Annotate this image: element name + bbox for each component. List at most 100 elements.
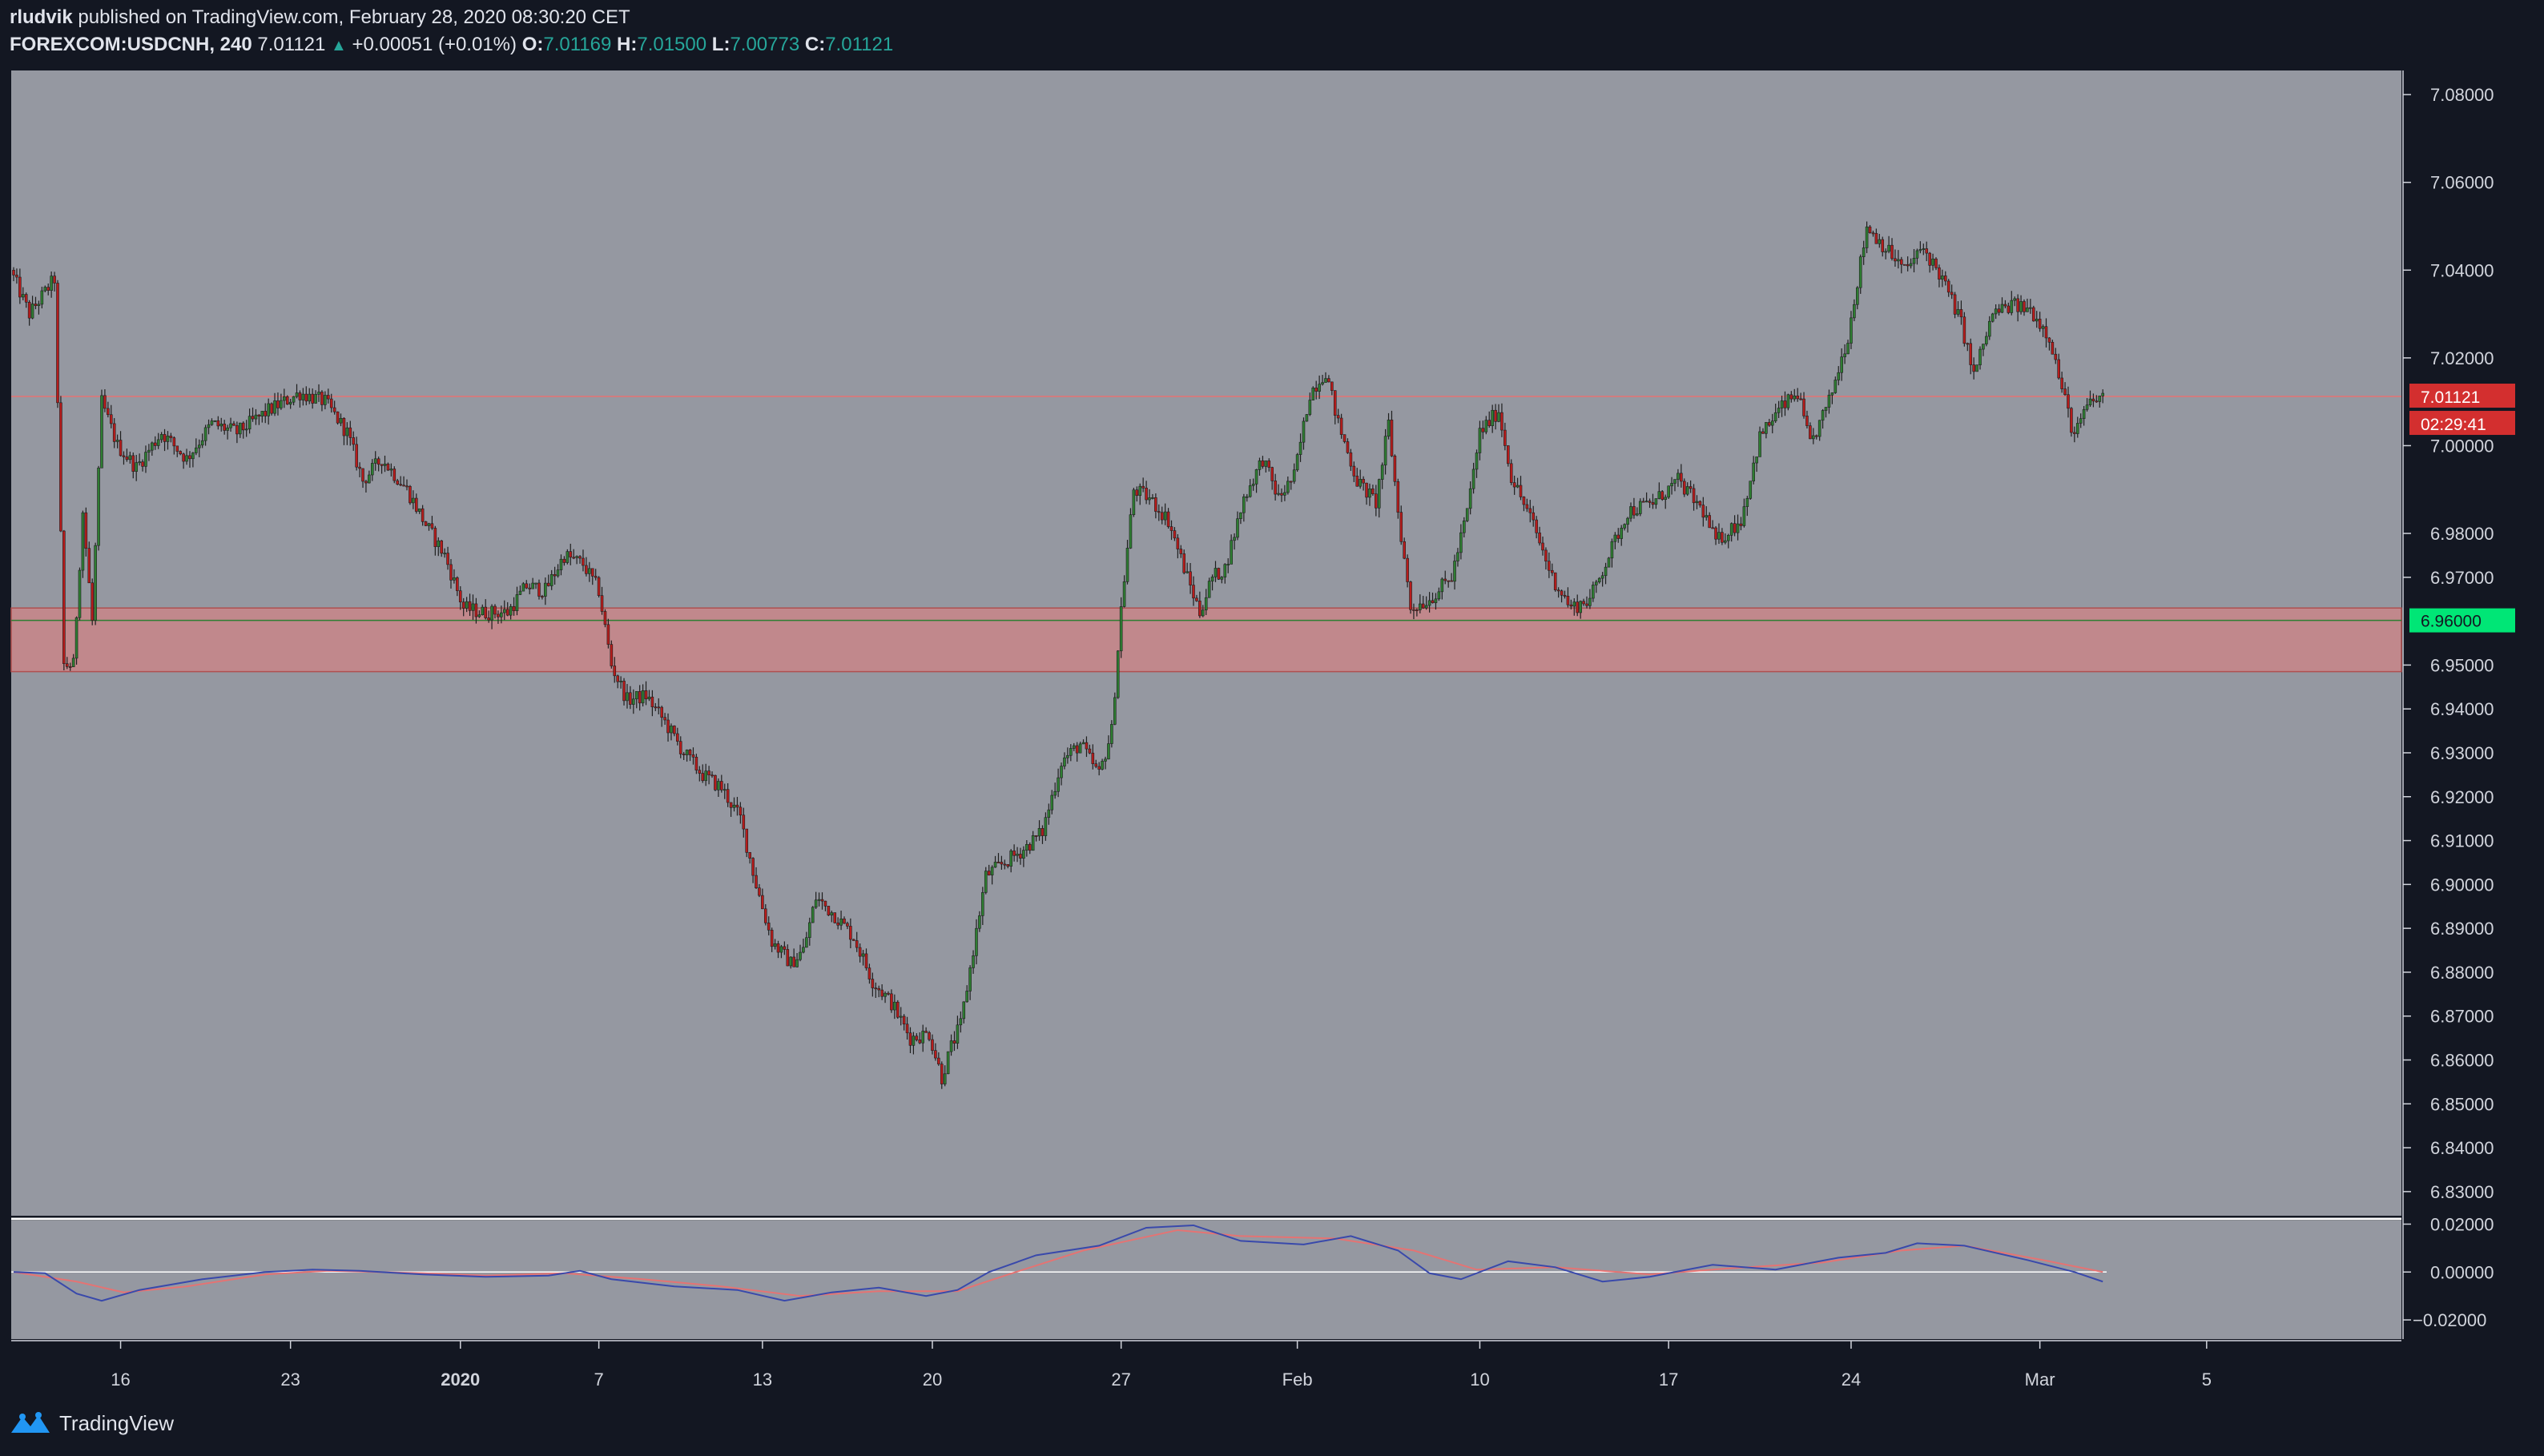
candle-body (2101, 392, 2104, 396)
candle-body (1632, 506, 1636, 516)
candle (726, 782, 730, 807)
candle (12, 267, 15, 282)
candle (235, 421, 239, 444)
candle-body (1588, 597, 1592, 606)
candle (1050, 790, 1054, 814)
y-tick-label: 6.97000 (2430, 568, 2494, 588)
candle-body (465, 601, 469, 609)
candle-body (1548, 561, 1551, 571)
candle-body (405, 485, 409, 488)
candle-body (719, 781, 723, 790)
candle (566, 549, 570, 565)
candle-body (1928, 252, 1931, 266)
candle-body (1406, 557, 1409, 582)
candle-body (1248, 485, 1252, 497)
candle (2091, 393, 2095, 408)
candle-body (867, 967, 871, 979)
candle-body (1729, 523, 1733, 536)
candle (644, 681, 648, 706)
candle (437, 537, 441, 557)
candle-body (481, 606, 485, 616)
candle (1969, 338, 1973, 375)
candle (276, 392, 280, 416)
candle-body (1113, 697, 1117, 725)
author-name[interactable]: rludvik (10, 6, 73, 28)
current-price-tag (2409, 384, 2515, 408)
candle-body (610, 644, 614, 666)
candle (81, 510, 85, 578)
candle-body (207, 424, 211, 428)
candle (34, 296, 38, 310)
candle (502, 600, 506, 621)
indicator-pane[interactable] (11, 1221, 2401, 1339)
candle (934, 1043, 937, 1061)
candle-body (1201, 609, 1205, 617)
candle (789, 956, 793, 969)
candle-body (559, 558, 563, 570)
candle (509, 604, 513, 620)
candle (2070, 407, 2073, 437)
candle-body (1701, 505, 1705, 518)
symbol-label[interactable]: FOREXCOM:USDCNH, 240 (10, 34, 252, 55)
candle-body (128, 455, 132, 461)
candle-body (1604, 566, 1608, 577)
candle (755, 867, 758, 889)
candle-body (572, 557, 575, 559)
candle (477, 610, 481, 618)
candle (1853, 299, 1856, 322)
candle (1560, 589, 1564, 603)
candle (1383, 428, 1387, 475)
candle (1295, 452, 1299, 473)
candle (1214, 561, 1218, 582)
x-tick-label: 17 (1659, 1370, 1678, 1390)
candle (2051, 340, 2055, 355)
candle (1069, 744, 1073, 762)
candle (1765, 422, 1768, 439)
candle-body (1607, 557, 1611, 568)
candle-body (1613, 534, 1617, 542)
candle (1207, 577, 1211, 598)
candle-body (248, 416, 252, 430)
candle-body (1182, 553, 1186, 573)
indicator-lines (11, 1224, 2107, 1302)
candle-body (1390, 420, 1394, 457)
candle (1113, 692, 1117, 726)
candle (1129, 508, 1133, 549)
candle-body (763, 908, 767, 923)
candle-body (1991, 313, 1995, 322)
time-axis: 16 23 2020 7 13 20 27 Feb 10 17 24 Mar 5 (11, 1340, 2401, 1390)
candle (993, 855, 997, 868)
candle-body (962, 1001, 966, 1020)
candle-body (676, 733, 679, 742)
candle (1138, 483, 1142, 505)
candle-body (437, 540, 441, 547)
candle (1081, 739, 1085, 745)
candle (1805, 410, 1809, 429)
candle (1814, 434, 1818, 440)
tradingview-brand[interactable]: TradingView (10, 1411, 174, 1436)
candle-body (1887, 244, 1890, 252)
candle-body (412, 497, 415, 504)
candle (1667, 485, 1670, 499)
candle (928, 1031, 931, 1042)
x-tick-label: 13 (753, 1370, 772, 1390)
candle (169, 432, 173, 443)
candle-body (616, 675, 619, 682)
candle (1953, 292, 1957, 319)
candle-body (1550, 569, 1554, 573)
candle-body (1141, 485, 1145, 489)
candle (386, 462, 390, 472)
candle-body (553, 573, 557, 577)
candle (1135, 486, 1139, 502)
candle (1692, 484, 1696, 511)
candle-body (735, 804, 739, 808)
candle-body (943, 1073, 947, 1084)
candle-body (544, 582, 547, 597)
candle-body (1324, 378, 1327, 383)
candle (1632, 497, 1636, 519)
candle-body (301, 393, 305, 400)
candle (226, 424, 229, 440)
candle (1403, 537, 1406, 560)
candle (603, 609, 607, 628)
